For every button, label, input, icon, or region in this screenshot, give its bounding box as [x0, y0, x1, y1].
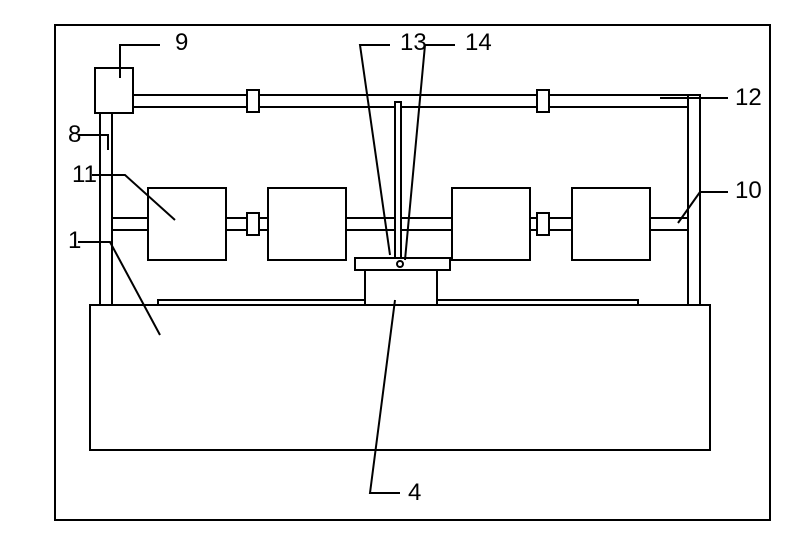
center-block	[365, 270, 437, 305]
slider-block-0	[148, 188, 226, 260]
label-11: 11	[72, 161, 97, 188]
top-collar-1	[537, 90, 549, 112]
lower-collar-0	[247, 213, 259, 235]
label-1: 1	[68, 227, 81, 254]
diagram-canvas: 91314128111014	[0, 0, 796, 539]
label-10: 10	[735, 177, 762, 204]
lower-collar-1	[537, 213, 549, 235]
base-block	[90, 305, 710, 450]
center-stem	[395, 102, 401, 258]
top-collar-0	[247, 90, 259, 112]
label-12: 12	[735, 84, 762, 111]
post-left	[100, 95, 112, 305]
label-14: 14	[465, 29, 492, 56]
slider-block-3	[572, 188, 650, 260]
label-8: 8	[68, 121, 81, 148]
slider-block-1	[268, 188, 346, 260]
label-9: 9	[175, 29, 188, 56]
top-left-block	[95, 68, 133, 113]
label-4: 4	[408, 479, 421, 506]
label-13: 13	[400, 29, 427, 56]
slider-block-2	[452, 188, 530, 260]
